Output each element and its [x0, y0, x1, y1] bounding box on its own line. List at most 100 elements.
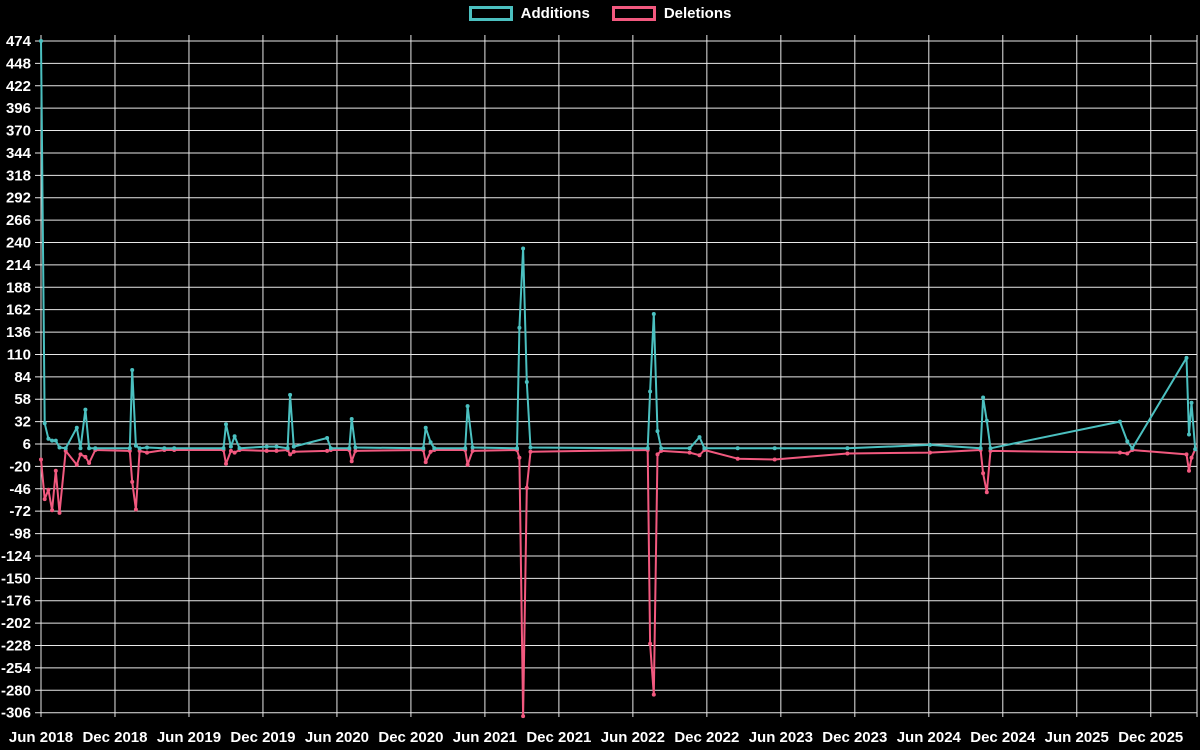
x-tick-label: Jun 2021	[453, 729, 517, 746]
y-tick-label: 240	[6, 235, 31, 252]
data-point-marker	[224, 461, 228, 466]
data-point-marker	[687, 446, 692, 451]
data-point-marker	[984, 490, 989, 495]
data-point-marker	[463, 446, 468, 451]
data-point-marker	[845, 446, 850, 451]
data-point-marker	[1125, 451, 1130, 456]
data-point-marker	[83, 454, 88, 459]
data-point-marker	[645, 446, 650, 451]
y-tick-label: 448	[6, 55, 31, 72]
data-point-marker	[288, 452, 293, 457]
y-tick-label: -280	[1, 682, 31, 699]
data-point-marker	[1130, 446, 1135, 451]
data-point-marker	[93, 446, 98, 451]
data-point-marker	[428, 440, 433, 445]
data-point-marker	[328, 446, 333, 451]
y-tick-label: 110	[7, 346, 31, 363]
legend-label-additions: Additions	[520, 5, 590, 22]
data-point-marker	[1125, 439, 1130, 444]
data-point-marker	[63, 446, 68, 451]
legend-item-deletions[interactable]: Deletions	[611, 6, 731, 21]
data-point-marker	[127, 446, 132, 451]
data-point-marker	[655, 452, 660, 457]
data-point-marker	[57, 445, 62, 450]
y-tick-label: -98	[9, 526, 31, 543]
data-point-marker	[515, 446, 519, 451]
y-tick-label: -124	[1, 548, 32, 565]
data-point-marker	[46, 487, 51, 492]
y-tick-label: -176	[1, 593, 31, 610]
y-tick-label: -228	[1, 638, 31, 655]
x-tick-label: Jun 2019	[157, 729, 221, 746]
data-point-marker	[517, 325, 522, 330]
y-tick-label: 214	[6, 257, 32, 274]
y-tick-label: 162	[6, 302, 31, 319]
data-point-marker	[50, 438, 55, 443]
data-point-marker	[735, 446, 740, 451]
y-tick-label: -72	[9, 503, 31, 520]
data-point-marker	[1189, 455, 1194, 460]
data-point-marker	[78, 452, 83, 457]
data-point-marker	[655, 429, 660, 434]
data-point-marker	[291, 449, 296, 454]
data-point-marker	[1187, 468, 1191, 473]
data-point-marker	[1184, 452, 1189, 457]
y-tick-label: 318	[6, 167, 31, 184]
data-point-marker	[1189, 400, 1194, 405]
data-point-marker	[528, 445, 533, 450]
data-point-marker	[325, 436, 330, 440]
data-point-marker	[845, 451, 850, 456]
data-point-marker	[137, 446, 142, 451]
data-point-marker	[1117, 419, 1122, 424]
data-point-marker	[87, 461, 92, 465]
data-point-marker	[1187, 432, 1191, 437]
data-point-marker	[1184, 355, 1189, 360]
data-point-marker	[465, 462, 470, 467]
data-point-marker	[133, 507, 138, 512]
data-point-marker	[423, 460, 428, 465]
data-point-marker	[347, 446, 352, 451]
data-point-marker	[285, 446, 290, 451]
y-tick-label: 58	[14, 391, 31, 408]
x-tick-label: Dec 2020	[378, 729, 443, 746]
chart-legend: Additions Deletions	[0, 6, 1200, 21]
data-point-marker	[42, 497, 47, 502]
additions-line	[40, 40, 1197, 451]
data-point-marker	[224, 422, 228, 427]
y-tick-label: -254	[1, 660, 32, 677]
data-point-marker	[428, 449, 433, 454]
data-point-marker	[264, 444, 269, 449]
data-point-marker	[928, 450, 932, 455]
y-tick-label: 188	[6, 279, 31, 296]
data-point-marker	[648, 389, 653, 394]
data-point-marker	[133, 443, 138, 448]
data-point-marker	[470, 445, 475, 450]
data-point-marker	[50, 508, 55, 513]
x-tick-label: Dec 2018	[82, 729, 147, 746]
y-tick-label: 344	[6, 145, 32, 162]
data-point-marker	[130, 368, 135, 372]
data-point-marker	[228, 448, 233, 453]
x-tick-label: Dec 2023	[822, 729, 887, 746]
data-point-marker	[46, 436, 51, 441]
data-point-marker	[978, 446, 983, 451]
x-tick-label: Dec 2022	[674, 729, 739, 746]
data-point-marker	[421, 446, 426, 451]
data-point-marker	[57, 510, 62, 515]
data-point-marker	[651, 312, 656, 316]
data-point-marker	[353, 448, 358, 453]
y-tick-label: 422	[6, 78, 31, 95]
data-point-marker	[162, 446, 167, 451]
data-point-marker	[349, 417, 354, 421]
data-point-marker	[87, 446, 92, 451]
legend-swatch-deletions	[611, 6, 656, 21]
y-tick-label: -150	[1, 570, 31, 587]
data-point-marker	[702, 446, 707, 451]
data-point-marker	[524, 380, 529, 384]
data-point-marker	[288, 392, 293, 397]
legend-item-additions[interactable]: Additions	[468, 5, 590, 22]
data-point-marker	[521, 246, 526, 251]
data-point-marker	[981, 471, 986, 476]
data-point-marker	[521, 714, 526, 719]
data-point-marker	[988, 446, 993, 451]
